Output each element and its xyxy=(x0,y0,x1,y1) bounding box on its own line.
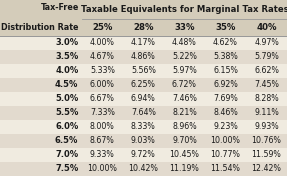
Text: 3.5%: 3.5% xyxy=(55,52,78,61)
Text: 6.62%: 6.62% xyxy=(254,66,279,75)
Bar xyxy=(0,148,287,162)
Text: 6.92%: 6.92% xyxy=(213,80,238,89)
Bar xyxy=(0,92,287,106)
Text: 5.33%: 5.33% xyxy=(90,66,115,75)
Text: 5.0%: 5.0% xyxy=(55,94,78,103)
Text: 9.03%: 9.03% xyxy=(131,136,156,145)
Text: 4.00%: 4.00% xyxy=(90,38,115,47)
Text: 6.5%: 6.5% xyxy=(55,136,78,145)
Text: 9.70%: 9.70% xyxy=(172,136,197,145)
Text: 11.19%: 11.19% xyxy=(170,165,199,174)
Text: 7.64%: 7.64% xyxy=(131,108,156,117)
Text: 8.46%: 8.46% xyxy=(213,108,238,117)
Text: 6.94%: 6.94% xyxy=(131,94,156,103)
Bar xyxy=(0,36,287,50)
Text: 7.46%: 7.46% xyxy=(172,94,197,103)
Text: 7.5%: 7.5% xyxy=(55,165,78,174)
Text: 9.11%: 9.11% xyxy=(254,108,279,117)
Text: 40%: 40% xyxy=(256,23,277,32)
Text: 8.96%: 8.96% xyxy=(172,122,197,131)
Text: 4.0%: 4.0% xyxy=(55,66,78,75)
Text: 8.28%: 8.28% xyxy=(254,94,279,103)
Text: 12.42%: 12.42% xyxy=(251,165,282,174)
Text: 10.77%: 10.77% xyxy=(210,150,241,159)
Text: 4.48%: 4.48% xyxy=(172,38,197,47)
Text: 8.00%: 8.00% xyxy=(90,122,115,131)
Text: 11.54%: 11.54% xyxy=(210,165,241,174)
Text: Taxable Equivalents for Marginal Tax Rates: Taxable Equivalents for Marginal Tax Rat… xyxy=(81,5,287,14)
Text: 6.15%: 6.15% xyxy=(213,66,238,75)
Bar xyxy=(0,134,287,148)
Text: Distribution Rate: Distribution Rate xyxy=(1,23,79,32)
Bar xyxy=(0,106,287,120)
Text: 9.72%: 9.72% xyxy=(131,150,156,159)
Text: 25%: 25% xyxy=(92,23,113,32)
Text: 6.00%: 6.00% xyxy=(90,80,115,89)
Text: 5.5%: 5.5% xyxy=(55,108,78,117)
Text: 9.23%: 9.23% xyxy=(213,122,238,131)
Text: 5.97%: 5.97% xyxy=(172,66,197,75)
Bar xyxy=(0,120,287,134)
Text: 4.62%: 4.62% xyxy=(213,38,238,47)
Text: 7.45%: 7.45% xyxy=(254,80,279,89)
Bar xyxy=(0,50,287,64)
Text: 7.0%: 7.0% xyxy=(55,150,78,159)
Text: 11.59%: 11.59% xyxy=(252,150,281,159)
Text: 9.93%: 9.93% xyxy=(254,122,279,131)
Text: 3.0%: 3.0% xyxy=(55,38,78,47)
Text: 10.45%: 10.45% xyxy=(169,150,199,159)
Text: 10.00%: 10.00% xyxy=(87,165,117,174)
Text: 35%: 35% xyxy=(215,23,236,32)
Text: 8.67%: 8.67% xyxy=(90,136,115,145)
Text: 7.69%: 7.69% xyxy=(213,94,238,103)
Text: 4.97%: 4.97% xyxy=(254,38,279,47)
Text: 10.42%: 10.42% xyxy=(128,165,158,174)
Text: 6.67%: 6.67% xyxy=(90,94,115,103)
Text: 4.86%: 4.86% xyxy=(131,52,156,61)
Text: 5.56%: 5.56% xyxy=(131,66,156,75)
Text: 10.76%: 10.76% xyxy=(251,136,282,145)
Text: 5.22%: 5.22% xyxy=(172,52,197,61)
Text: 5.38%: 5.38% xyxy=(213,52,238,61)
Text: 4.5%: 4.5% xyxy=(55,80,78,89)
Bar xyxy=(82,19,287,36)
Text: Tax-Free: Tax-Free xyxy=(40,3,79,12)
Text: 6.72%: 6.72% xyxy=(172,80,197,89)
Text: 6.25%: 6.25% xyxy=(131,80,156,89)
Text: 33%: 33% xyxy=(174,23,195,32)
Text: 6.0%: 6.0% xyxy=(55,122,78,131)
Text: 28%: 28% xyxy=(133,23,154,32)
Bar xyxy=(0,162,287,176)
Text: 5.79%: 5.79% xyxy=(254,52,279,61)
Text: 8.21%: 8.21% xyxy=(172,108,197,117)
Text: 4.17%: 4.17% xyxy=(131,38,156,47)
Text: 7.33%: 7.33% xyxy=(90,108,115,117)
Bar xyxy=(0,78,287,92)
Bar xyxy=(82,0,287,19)
Text: 8.33%: 8.33% xyxy=(131,122,156,131)
Text: 10.00%: 10.00% xyxy=(210,136,241,145)
Text: 9.33%: 9.33% xyxy=(90,150,115,159)
Bar xyxy=(0,0,82,36)
Text: 4.67%: 4.67% xyxy=(90,52,115,61)
Bar xyxy=(0,64,287,78)
